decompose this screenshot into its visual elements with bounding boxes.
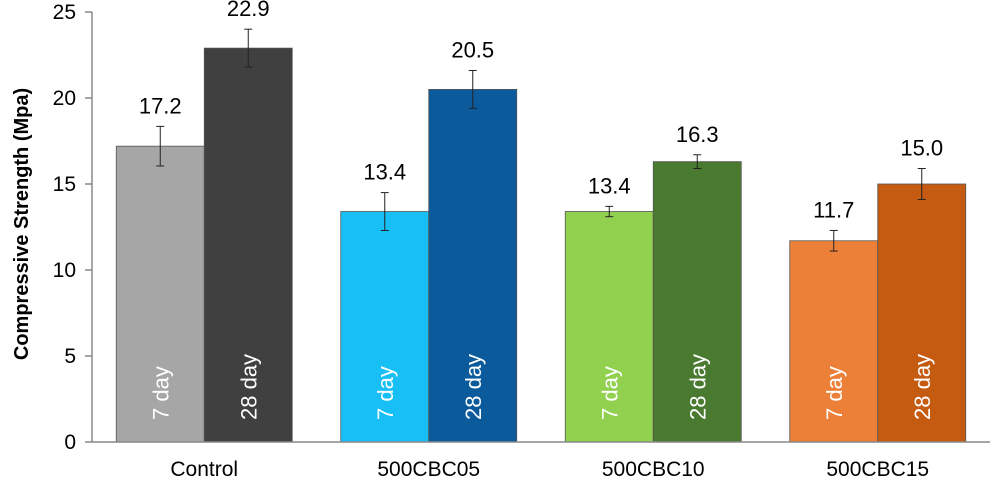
bar-500cbc15-7-day [789,240,879,443]
data-label: 22.9 [227,0,270,21]
bar-control-7-day [115,145,205,443]
bar-series-label: 28 day [685,354,710,420]
bar-control-28-day [203,47,293,443]
x-category-label: 500CBC05 [377,458,480,481]
y-tick-label: 10 [53,259,76,282]
data-label: 11.7 [813,197,854,222]
x-category-label: 500CBC15 [826,458,929,481]
y-tick-label: 25 [53,1,76,24]
bar-500cbc05-28-day [428,89,518,443]
y-tick-label: 20 [53,87,76,110]
y-tick-label: 0 [64,431,76,454]
data-label: 20.5 [451,37,494,62]
y-axis-title: Compressive Strength (Mpa) [11,88,33,360]
bar-series-label: 28 day [910,354,935,420]
y-tick-label: 15 [53,173,76,196]
x-category-label: 500CBC10 [602,458,705,481]
y-tick-label: 5 [64,345,76,368]
data-label: 13.4 [363,160,406,185]
bar-series-label: 28 day [461,354,486,420]
data-label: 16.3 [676,122,719,147]
bar-series-label: 7 day [822,366,847,420]
x-category-label: Control [170,458,238,481]
bar-series-label: 7 day [373,366,398,420]
data-label: 13.4 [588,173,631,198]
data-label: 15.0 [900,136,943,161]
bar-500cbc15-28-day [877,183,967,443]
bar-series-label: 28 day [236,354,261,420]
data-label: 17.2 [139,93,182,118]
bar-series-label: 7 day [597,366,622,420]
bar-series-label: 7 day [148,366,173,420]
